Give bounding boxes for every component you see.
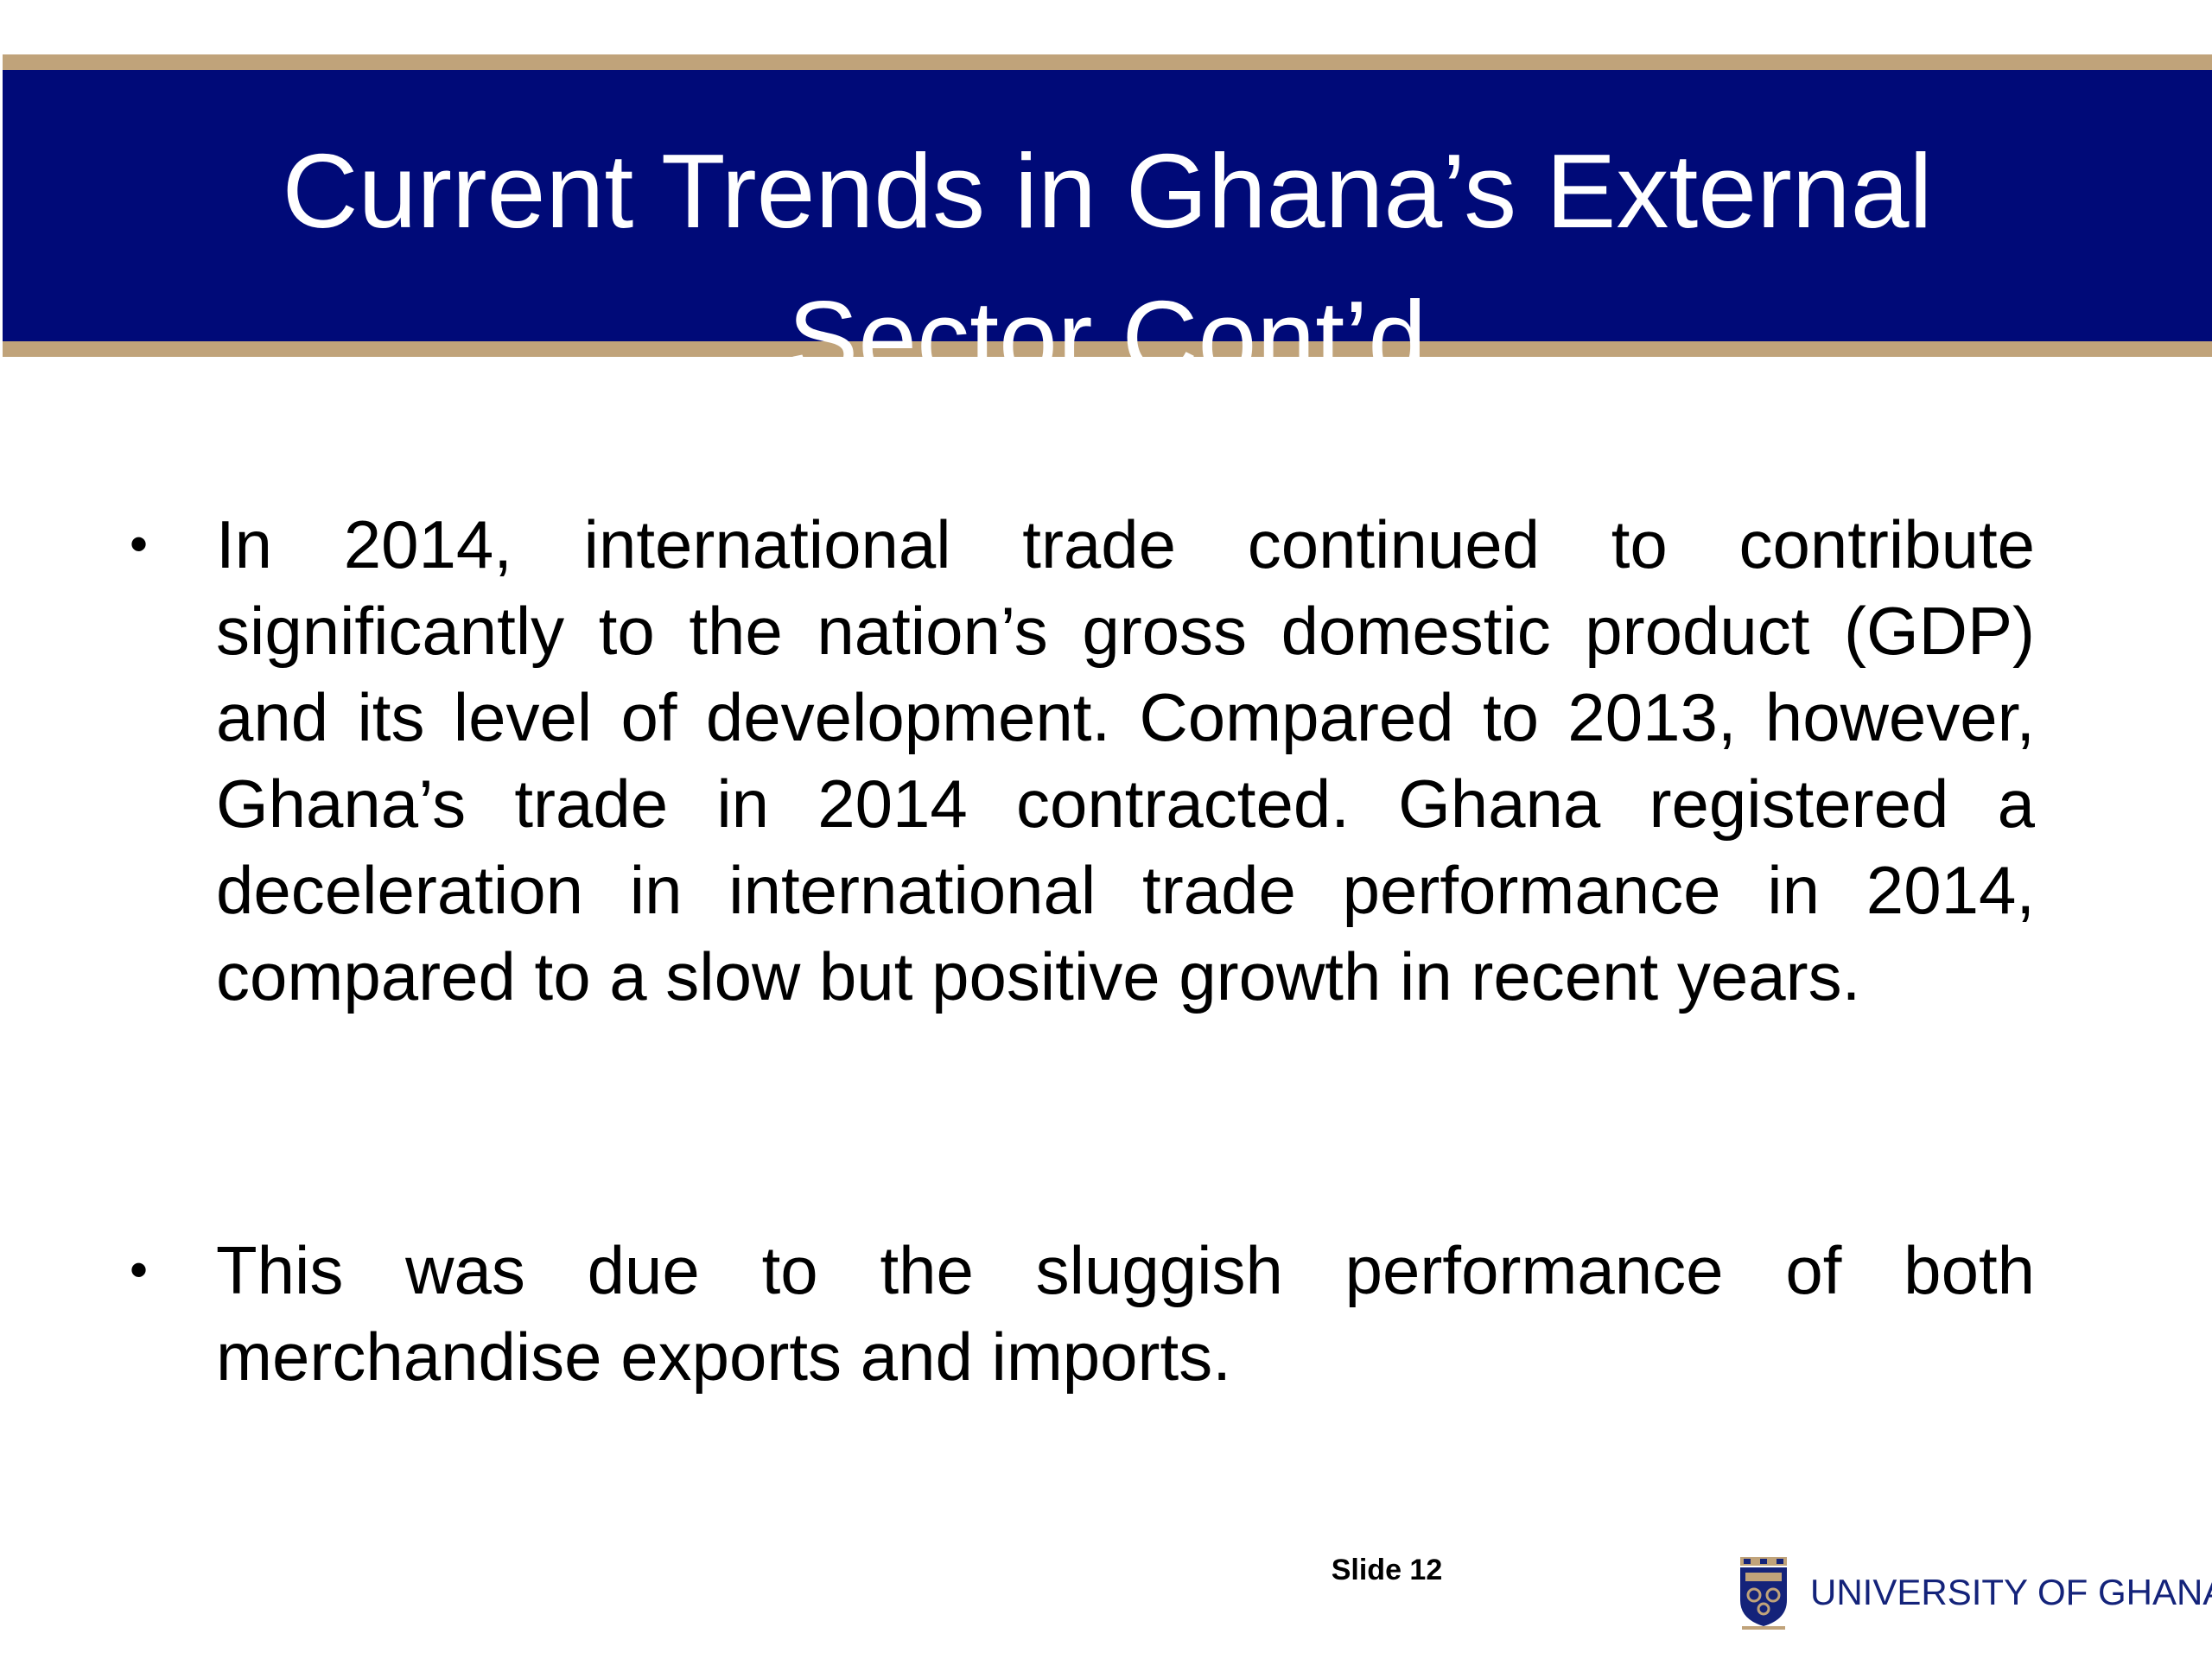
slide-body: • In 2014, international trade continued… [130,501,2082,1408]
slide-title-line-2: Sector Cont’d [787,279,1427,397]
university-crest-icon [1740,1557,1787,1630]
bullet-icon: • [130,515,149,573]
slide-number: Slide 12 [1331,1554,1443,1586]
bullet-text: In 2014, international trade continued t… [216,506,2035,1014]
university-logo: UNIVERSITY OF GHANA [1737,1555,2212,1633]
title-banner: Current Trends in Ghana’s External Secto… [3,54,2212,397]
slide-title-line-1: Current Trends in Ghana’s External [282,132,1933,250]
university-name: UNIVERSITY OF GHANA [1810,1572,2212,1612]
bullet-text: This was due to the sluggish performance… [216,1232,2035,1395]
bullet-icon: • [130,1241,149,1299]
